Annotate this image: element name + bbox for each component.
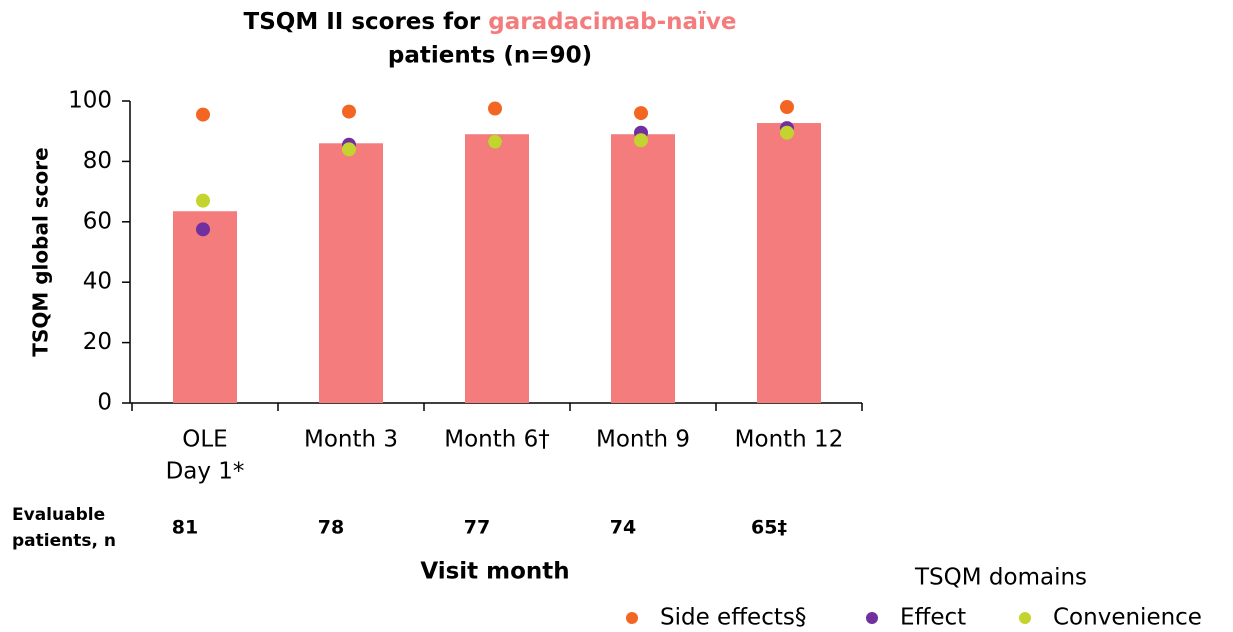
title-part: TSQM II scores for [244, 9, 489, 35]
x-axis-label: Visit month [420, 559, 569, 585]
x-tick-label: Month 6† [444, 427, 550, 453]
legend-label: Effect [900, 605, 966, 631]
chart-title: patients (n=90) [388, 43, 592, 69]
x-tick-label: OLE [182, 427, 227, 453]
domain-dot [780, 125, 794, 140]
x-tick-label: Day 1* [166, 459, 245, 485]
legend-title: TSQM domains [914, 565, 1087, 591]
domain-dot [342, 104, 356, 119]
domain-dot [488, 101, 502, 116]
domain-dot [196, 193, 210, 208]
domain-dot [196, 107, 210, 122]
domain-dot [196, 222, 210, 237]
legend-marker [626, 612, 638, 624]
title-highlight: garadacimab-naïve [488, 9, 736, 35]
bar [757, 123, 821, 404]
y-tick-label: 40 [83, 269, 112, 295]
x-tick-label: Month 9 [596, 427, 690, 453]
y-axis-label: TSQM global score [29, 147, 53, 356]
y-tick-label: 100 [68, 88, 112, 114]
legend-marker [1019, 612, 1031, 624]
domain-dot [634, 106, 648, 121]
evaluable-n: 81 [172, 517, 198, 539]
legend-label: Side effects§ [660, 605, 806, 631]
bar [465, 134, 529, 403]
legend-marker [866, 612, 878, 624]
evaluable-n: 78 [318, 517, 344, 539]
x-tick-label: Month 12 [735, 427, 844, 453]
x-tick-label: Month 3 [304, 427, 398, 453]
row-label: patients, n [12, 531, 116, 551]
evaluable-n: 77 [464, 517, 490, 539]
y-tick-label: 60 [83, 208, 112, 234]
domain-dot [634, 133, 648, 148]
domain-dot [342, 142, 356, 157]
evaluable-n: 65‡ [751, 517, 787, 539]
y-tick-label: 20 [83, 329, 112, 355]
y-tick-label: 0 [97, 390, 112, 416]
legend-label: Convenience [1053, 605, 1202, 631]
y-tick-label: 80 [83, 148, 112, 174]
bar [173, 211, 237, 403]
bar [611, 134, 675, 403]
evaluable-n: 74 [610, 517, 636, 539]
domain-dot [780, 100, 794, 115]
domain-dot [488, 134, 502, 149]
chart-title: TSQM II scores for garadacimab-naïve [244, 9, 737, 35]
row-label: Evaluable [12, 505, 105, 525]
bar [319, 143, 383, 403]
